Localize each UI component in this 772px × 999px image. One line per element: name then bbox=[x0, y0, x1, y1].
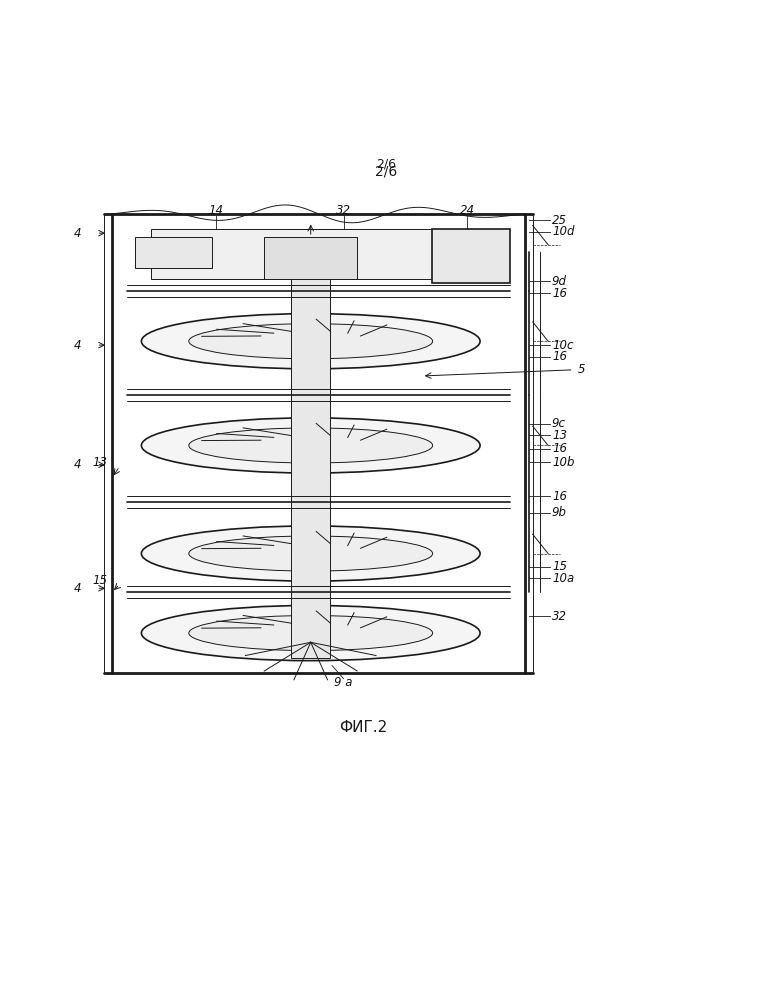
Ellipse shape bbox=[141, 525, 480, 581]
Text: 4: 4 bbox=[73, 227, 81, 240]
Bar bbox=[294, 624, 327, 642]
Text: 9d: 9d bbox=[552, 275, 567, 288]
Text: 4: 4 bbox=[73, 459, 81, 472]
Ellipse shape bbox=[141, 314, 480, 369]
Bar bbox=[135, 237, 212, 268]
Text: 16: 16 bbox=[552, 287, 567, 300]
Text: 2/6: 2/6 bbox=[376, 158, 396, 171]
Ellipse shape bbox=[189, 615, 432, 650]
Text: 5: 5 bbox=[577, 364, 585, 377]
Text: 16: 16 bbox=[552, 490, 567, 502]
Ellipse shape bbox=[189, 324, 432, 359]
Ellipse shape bbox=[189, 428, 432, 463]
Text: 10c: 10c bbox=[552, 339, 574, 352]
Bar bbox=[294, 544, 327, 562]
Text: 16: 16 bbox=[552, 442, 567, 456]
Bar bbox=[294, 437, 327, 455]
Text: 2/6: 2/6 bbox=[375, 165, 397, 179]
Text: 13: 13 bbox=[93, 456, 108, 469]
Text: 13: 13 bbox=[552, 429, 567, 442]
Text: 14: 14 bbox=[208, 204, 224, 217]
Bar bbox=[151, 230, 486, 280]
Bar bbox=[294, 333, 327, 351]
Text: 10b: 10b bbox=[552, 456, 574, 469]
Text: 25: 25 bbox=[552, 214, 567, 227]
Text: 4: 4 bbox=[73, 581, 81, 594]
Bar bbox=[291, 230, 330, 657]
Text: 32: 32 bbox=[552, 609, 567, 622]
Text: 10a: 10a bbox=[552, 571, 574, 584]
Text: 15: 15 bbox=[93, 574, 108, 587]
Bar bbox=[432, 230, 510, 284]
Ellipse shape bbox=[189, 536, 432, 571]
Text: 15: 15 bbox=[552, 560, 567, 573]
Text: 9c: 9c bbox=[552, 418, 566, 431]
Text: 16: 16 bbox=[552, 351, 567, 364]
Text: 10d: 10d bbox=[552, 225, 574, 238]
Text: ФИГ.2: ФИГ.2 bbox=[339, 719, 387, 734]
Text: 9b: 9b bbox=[552, 506, 567, 519]
Text: 9 a: 9 a bbox=[334, 676, 353, 689]
Text: 24: 24 bbox=[459, 204, 475, 217]
Text: 4: 4 bbox=[73, 339, 81, 352]
Bar bbox=[264, 237, 357, 280]
Text: 32: 32 bbox=[336, 204, 351, 217]
Ellipse shape bbox=[141, 605, 480, 660]
Ellipse shape bbox=[141, 418, 480, 474]
